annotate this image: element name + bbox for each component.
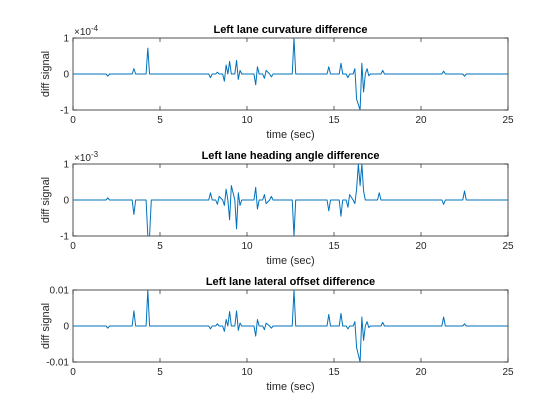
series-line <box>73 164 508 236</box>
subplot-title: Left lane lateral offset difference <box>206 276 375 288</box>
subplot-title: Left lane curvature difference <box>213 24 367 36</box>
x-tick-label: 20 <box>415 115 427 126</box>
y-tick-label: 0 <box>63 70 69 81</box>
x-tick-label: 20 <box>415 367 427 378</box>
x-tick-label: 5 <box>157 115 163 126</box>
x-tick-label: 5 <box>157 367 163 378</box>
x-tick-label: 15 <box>328 367 340 378</box>
x-tick-label: 0 <box>70 115 76 126</box>
x-tick-label: 25 <box>502 241 514 252</box>
series-line <box>73 290 508 362</box>
y-tick-label: 0.01 <box>50 286 70 297</box>
exponent-power: -4 <box>91 24 99 33</box>
subplot-2: 0 5 10 15 20 25-101×10-3 Left lane heading ang… <box>40 150 514 267</box>
x-tick-label: 15 <box>328 241 340 252</box>
y-exponent-label: ×10-3 <box>74 150 99 164</box>
y-tick-label: -1 <box>60 232 69 243</box>
y-axis-label: diff signal <box>40 303 52 349</box>
x-axis-label: time (sec) <box>266 129 314 141</box>
subplot-title: Left lane heading angle difference <box>202 150 380 162</box>
x-tick-label: 5 <box>157 241 163 252</box>
y-exponent-label: ×10-4 <box>74 24 99 38</box>
y-tick-label: -0.01 <box>46 358 69 369</box>
y-tick-label: 1 <box>63 34 69 45</box>
subplot-1: 0 5 10 15 20 25-101×10-4 Left lane curvature d… <box>40 24 514 141</box>
x-tick-label: 25 <box>502 367 514 378</box>
exponent-power: -3 <box>91 150 99 159</box>
x-axis-label: time (sec) <box>266 255 314 267</box>
x-tick-label: 10 <box>241 115 253 126</box>
x-tick-label: 0 <box>70 241 76 252</box>
x-tick-label: 15 <box>328 115 340 126</box>
exponent-base: ×10 <box>74 153 91 164</box>
x-tick-label: 10 <box>241 367 253 378</box>
exponent-base: ×10 <box>74 27 91 38</box>
x-tick-label: 20 <box>415 241 427 252</box>
x-tick-label: 0 <box>70 367 76 378</box>
y-axis-label: diff signal <box>40 51 52 97</box>
series-line <box>73 38 508 110</box>
y-tick-label: 0 <box>63 196 69 207</box>
x-tick-label: 10 <box>241 241 253 252</box>
x-axis-label: time (sec) <box>266 381 314 393</box>
y-tick-label: 0 <box>63 322 69 333</box>
y-axis-label: diff signal <box>40 177 52 223</box>
x-tick-label: 25 <box>502 115 514 126</box>
y-tick-label: 1 <box>63 160 69 171</box>
y-tick-label: -1 <box>60 106 69 117</box>
